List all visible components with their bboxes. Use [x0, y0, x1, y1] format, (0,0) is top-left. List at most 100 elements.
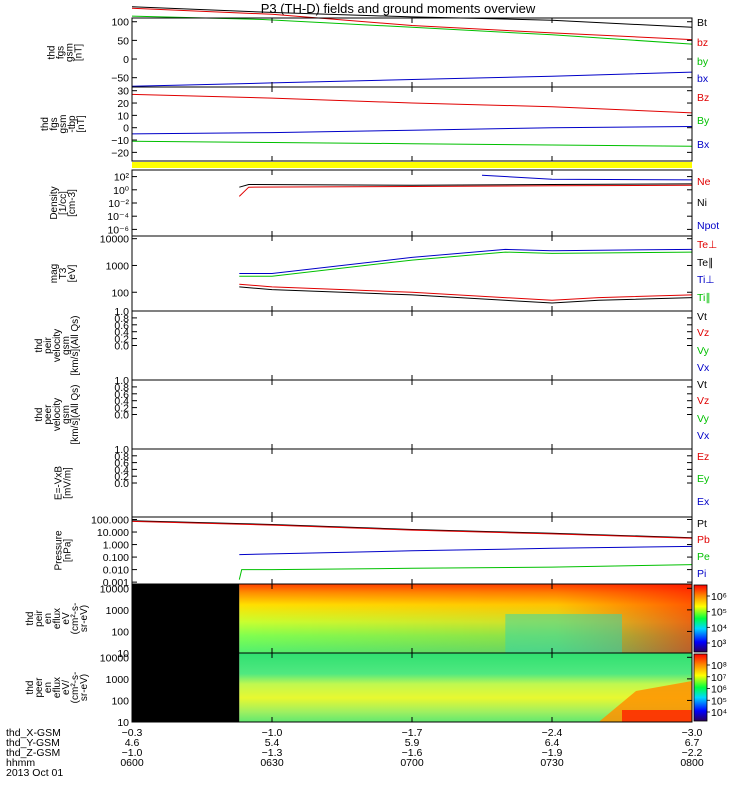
series-line-Pb: [131, 520, 693, 539]
y-axis-label-line: thd: [25, 612, 36, 626]
y-tick-label: 10000: [100, 234, 129, 246]
y-tick-label: 100: [111, 287, 129, 299]
y-tick-label: 0.8: [114, 451, 129, 463]
y-axis-label-line: sr-eV): [79, 674, 90, 701]
y-tick-label: 1.0: [114, 444, 129, 456]
panel-temperature: Te⊥ Te∥ Ti⊥ Ti∥ 10000 1000 100 magT3[eV]: [49, 234, 717, 312]
z-gsm-value: −1.9: [542, 747, 563, 759]
y-axis-label-line: [nT]: [76, 115, 87, 132]
colorbar-tick-label: 10³: [711, 638, 727, 650]
x-gsm-value: −1.7: [402, 727, 423, 739]
x-gsm-value: −3.0: [682, 727, 703, 739]
y-tick-label: 0.100: [103, 552, 129, 564]
y-axis-label-line: [mV/m]: [63, 467, 74, 499]
legend-label: Ne: [697, 176, 711, 188]
y-axis-label-line: peir: [43, 336, 54, 353]
y-axis-label-line: fgs: [56, 46, 67, 59]
series-line-Pe: [238, 564, 693, 580]
time-tick-label: 0800: [680, 757, 704, 769]
y-tick-label: 0.2: [114, 334, 129, 346]
y-axis-label-line: (cm²-s-: [70, 603, 81, 635]
y-tick-label: 0.2: [114, 403, 129, 415]
y-axis-label-line: [nPa]: [63, 539, 74, 563]
y-tick-label: 20: [117, 98, 129, 110]
y-axis-label-line: thd: [34, 408, 45, 422]
y-tick-label: 100: [111, 626, 129, 638]
y-axis-label-line: [cm-3]: [67, 189, 78, 217]
y-axis-label-line: eV/: [61, 680, 72, 695]
y-axis-label-line: mag: [49, 264, 60, 283]
panel-frame: [131, 17, 693, 88]
y-tick-label: 1.000: [103, 540, 129, 552]
colorbar-tick-label: 10⁸: [711, 660, 727, 672]
legend-label: Ex: [697, 496, 710, 508]
legend-label: Vz: [697, 327, 709, 339]
y-axis-label-line: sr-eV): [79, 605, 90, 632]
y-tick-label: 10: [117, 648, 129, 660]
legend-label: Ez: [697, 451, 709, 463]
y-axis-label-line: thd: [25, 681, 36, 695]
y-tick-label: 100.000: [91, 515, 129, 527]
y-axis-label: thdpeervelocitygsm[km/s](All Qs): [34, 385, 81, 445]
legend-label: Pi: [697, 568, 706, 580]
time-tick-label: 0700: [400, 757, 424, 769]
series-line-Ti⊥: [239, 248, 693, 274]
legend-label: Npot: [697, 220, 719, 232]
y-tick-label: 10⁻²: [108, 198, 129, 210]
time-tick-label: 0730: [540, 757, 564, 769]
legend-label: Ni: [697, 197, 707, 209]
x-gsm-value: −1.0: [262, 727, 283, 739]
y-axis-label-line: fgs: [49, 117, 60, 130]
colorbar-tick-label: 10⁴: [711, 707, 727, 719]
series-line-Bt: [131, 6, 693, 28]
y-axis-label-line: velocity: [52, 398, 63, 431]
time-tick-label: 0630: [260, 757, 284, 769]
spectrogram-low-energy-peak: [622, 710, 692, 722]
y-tick-label: 1000: [106, 605, 130, 617]
panel-efield: Ez Ey Ex 1.00.80.60.40.20.0 E=-VxB[mV/m]: [54, 444, 710, 518]
series-line-Ni: [239, 183, 693, 188]
y-axis-label-line: [eV]: [67, 264, 78, 282]
y-tick-label: 0.8: [114, 313, 129, 325]
y-axis-label-line: gsm: [61, 405, 72, 424]
y-tick-label: 0.001: [103, 577, 129, 589]
series-line-Bx: [131, 126, 693, 135]
time-tick-label: 0600: [120, 757, 144, 769]
panel-peer_velocity: Vt Vz Vy Vx 1.00.80.60.40.20.0 thdpeervelocit…: [34, 375, 710, 450]
y-axis-label-line: peer: [34, 677, 45, 698]
legend-label: Vx: [697, 362, 710, 374]
y-axis-label-line: velocity: [52, 329, 63, 362]
series-line-By: [131, 140, 693, 147]
y-axis-label: Pressure[nPa]: [54, 530, 74, 570]
panel-pressure: Pt Pb Pe Pi 100.00010.0001.0000.1000.0100.00…: [54, 515, 711, 590]
y-tick-label: 10⁻⁴: [107, 211, 129, 223]
legend-label: Te∥: [697, 257, 713, 269]
y-tick-label: 0.6: [114, 458, 129, 470]
series-line-bz: [131, 7, 693, 41]
y-axis-label-line: [km/s](All Qs): [70, 385, 81, 445]
x-gsm-value: −2.4: [542, 727, 563, 739]
y-axis-label-line: Pressure: [54, 530, 65, 570]
legend-label: Vy: [697, 413, 710, 425]
series-line-Ne: [238, 184, 693, 197]
y-tick-label: 0.0: [114, 478, 129, 490]
axis-row-label: thd_Y-GSM: [6, 737, 60, 749]
y-tick-label: 50: [117, 35, 129, 47]
y-tick-label: 30: [117, 86, 129, 98]
legend-label: Ey: [697, 473, 710, 485]
panel-fgs_gsm: Bt bz by bx 100 50 0 −50 thdfgsgsm[nT]: [47, 6, 709, 88]
series-line-Te⊥: [239, 283, 693, 301]
panel-frame: [131, 379, 693, 450]
y-axis-label: thdfgsgsm-tbp[nT]: [40, 115, 87, 134]
y-tick-label: 0.4: [114, 327, 129, 339]
y-tick-label: 0: [123, 123, 129, 135]
panel-frame: [131, 310, 693, 381]
colorbar-tick-label: 10⁵: [711, 607, 727, 619]
y-tick-label: 10⁻⁶: [107, 224, 129, 236]
y-tick-label: 0.0: [114, 341, 129, 353]
no-data-region: [132, 653, 240, 722]
y-axis-label-line: -tbp: [67, 115, 78, 133]
y-axis-label: thdpeirvelocitygsm[km/s](All Qs): [34, 316, 81, 376]
